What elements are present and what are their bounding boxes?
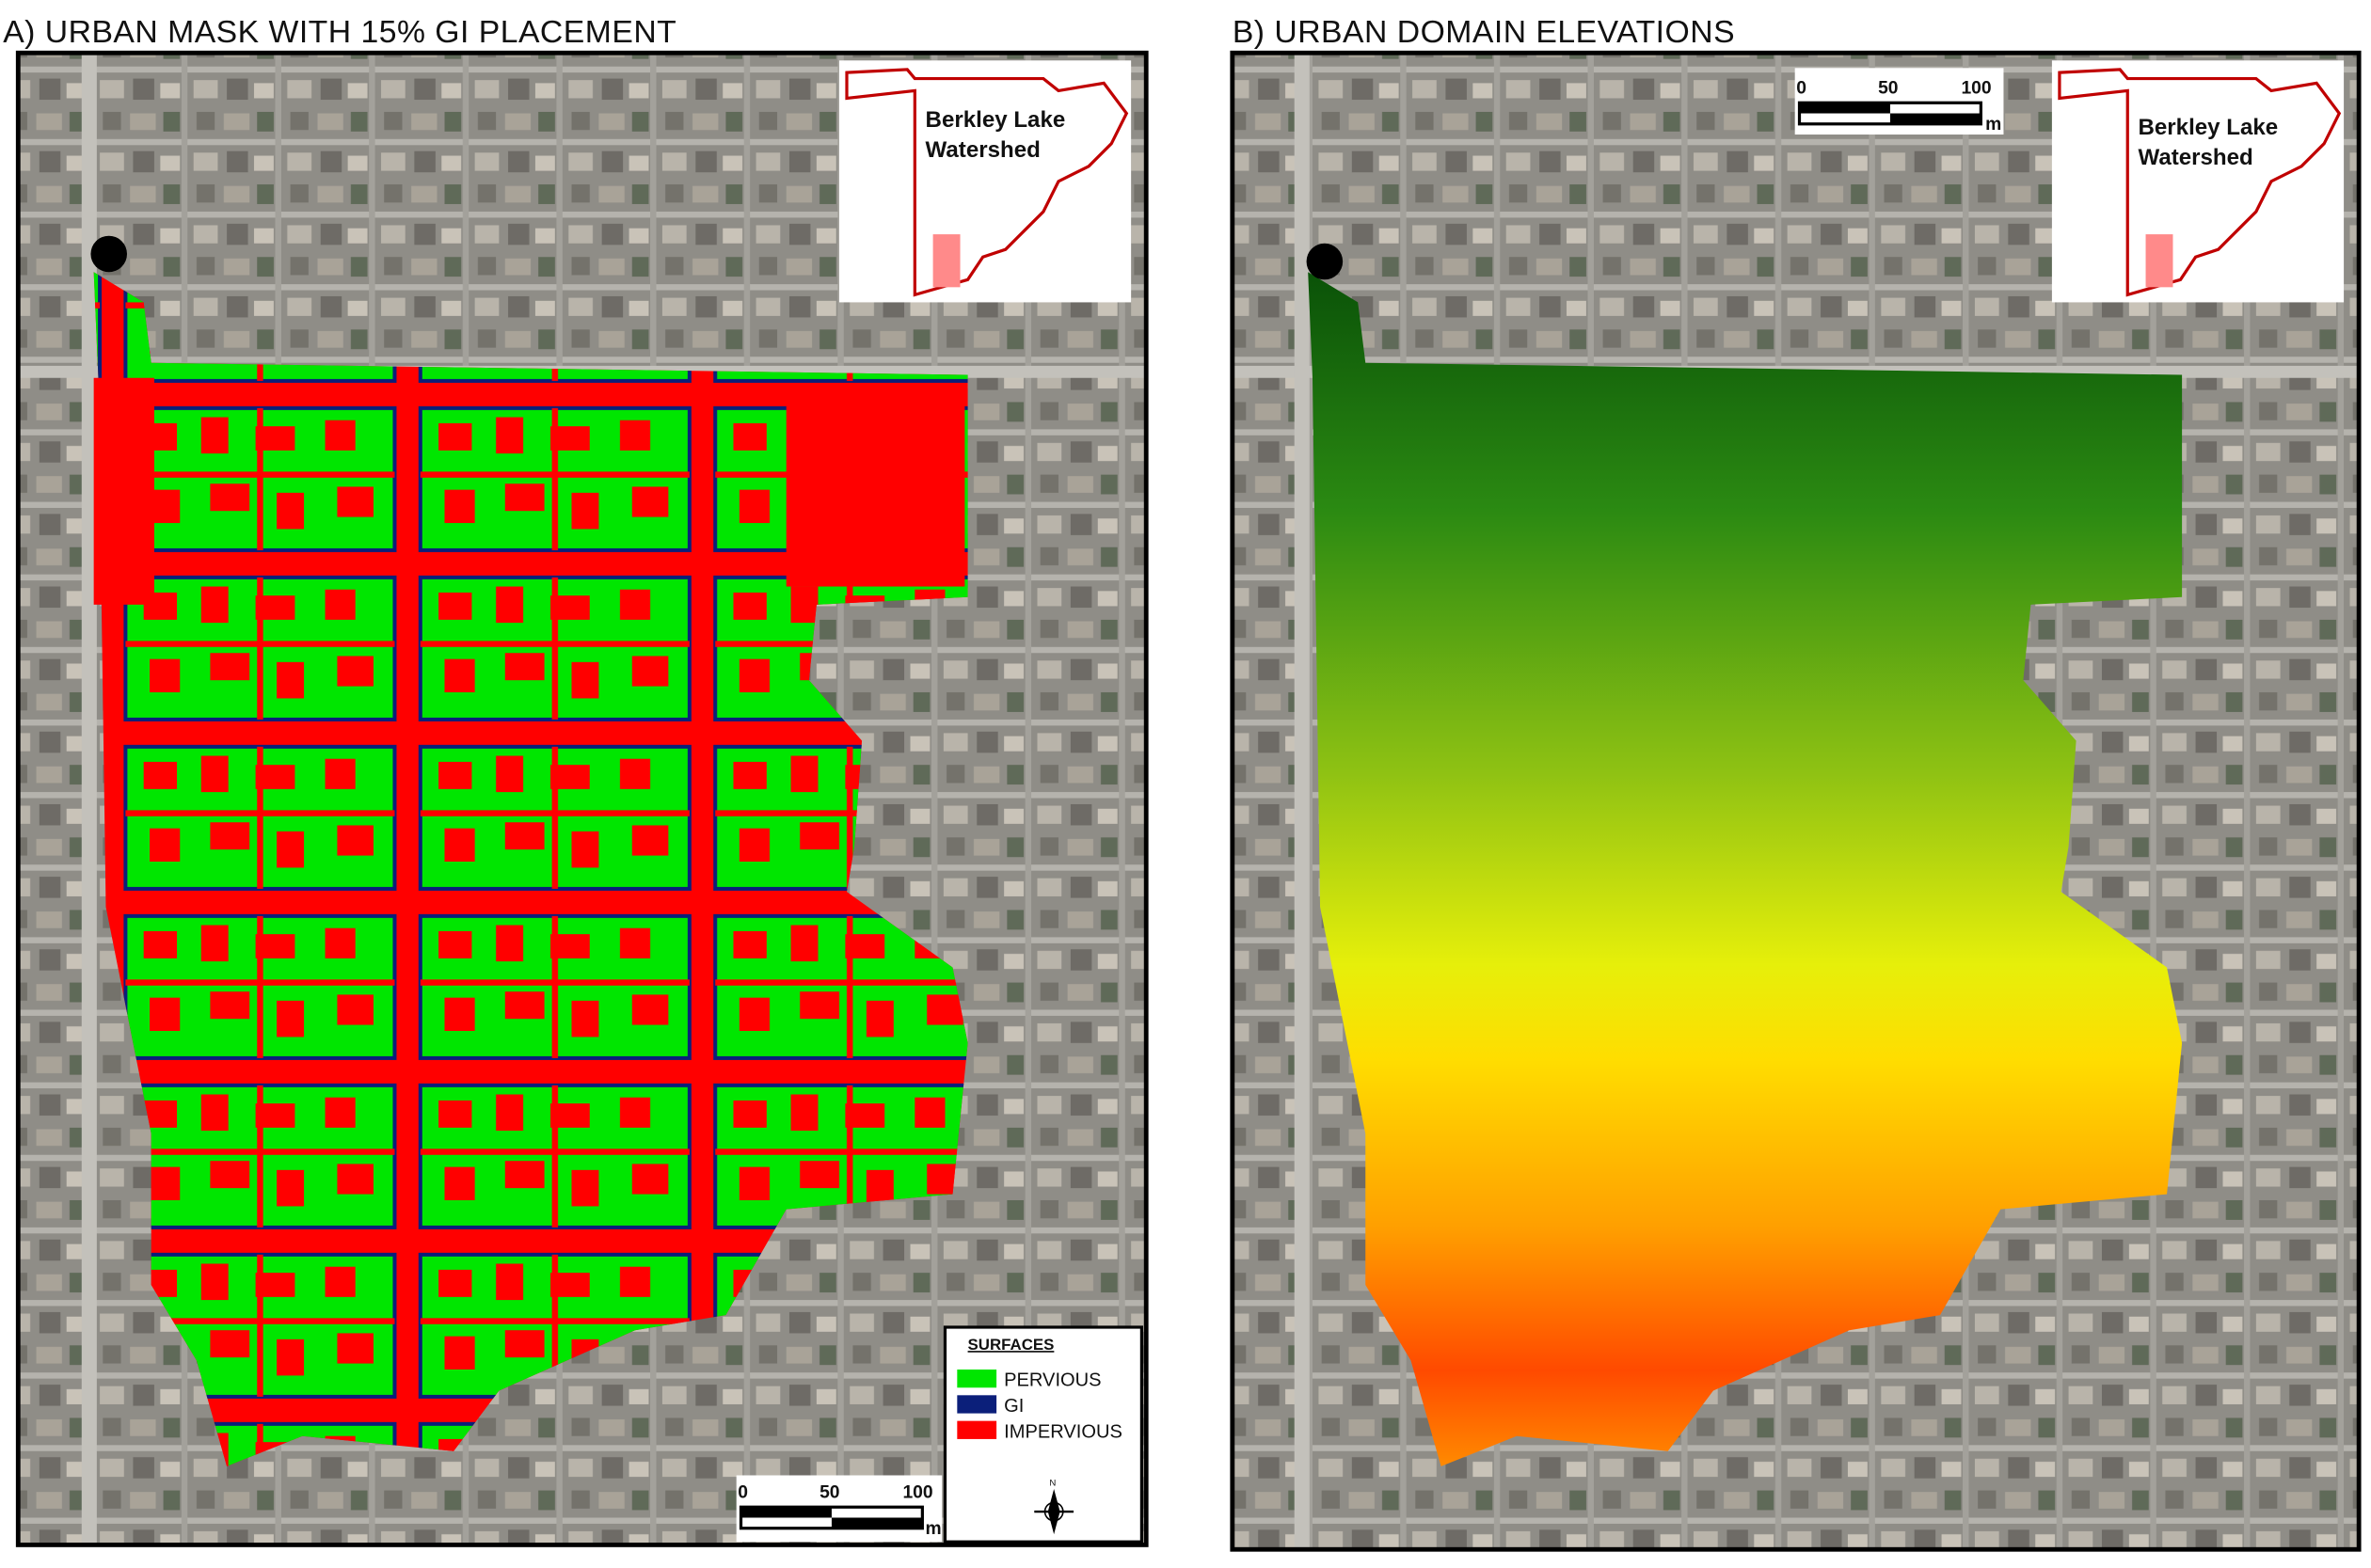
scale-unit: m	[926, 1519, 942, 1539]
scale-label: 100	[902, 1483, 932, 1503]
inset-label: Berkley Lake	[2139, 115, 2279, 140]
legend-label: PERVIOUS	[1004, 1370, 1101, 1391]
legend: SURFACES PERVIOUS GI IMPERVIOUS N	[943, 1325, 1144, 1544]
inset-label: Berkley Lake	[926, 107, 1066, 133]
north-arrow: N	[1034, 1479, 1074, 1535]
legend-swatch	[957, 1369, 997, 1388]
panel-title: A) URBAN MASK WITH 15% GI PLACEMENT	[3, 14, 676, 50]
legend-title: SURFACES	[968, 1336, 1055, 1354]
inset-map: Berkley Lake Watershed	[2051, 60, 2345, 303]
scale-label: 0	[1796, 79, 1806, 99]
panel-title: B) URBAN DOMAIN ELEVATIONS	[1233, 14, 1735, 50]
north-label: N	[1049, 1479, 1056, 1489]
scale-label: 50	[1878, 79, 1898, 99]
scale-label: 0	[738, 1483, 748, 1503]
scale-bar: 0 50 100 m	[736, 1475, 943, 1543]
scale-label: 100	[1961, 79, 1991, 99]
legend-swatch	[957, 1420, 997, 1439]
legend-label: GI	[1004, 1396, 1024, 1417]
scale-unit: m	[1985, 115, 2001, 135]
inset-label: Watershed	[926, 137, 1041, 163]
scale-label: 50	[820, 1483, 839, 1503]
scale-bar: 0 50 100 m	[1794, 68, 2004, 135]
inset-label: Watershed	[2139, 145, 2253, 170]
legend-swatch	[957, 1395, 997, 1414]
legend-label: IMPERVIOUS	[1004, 1421, 1122, 1442]
inset-map: Berkley Lake Watershed	[838, 60, 1132, 303]
